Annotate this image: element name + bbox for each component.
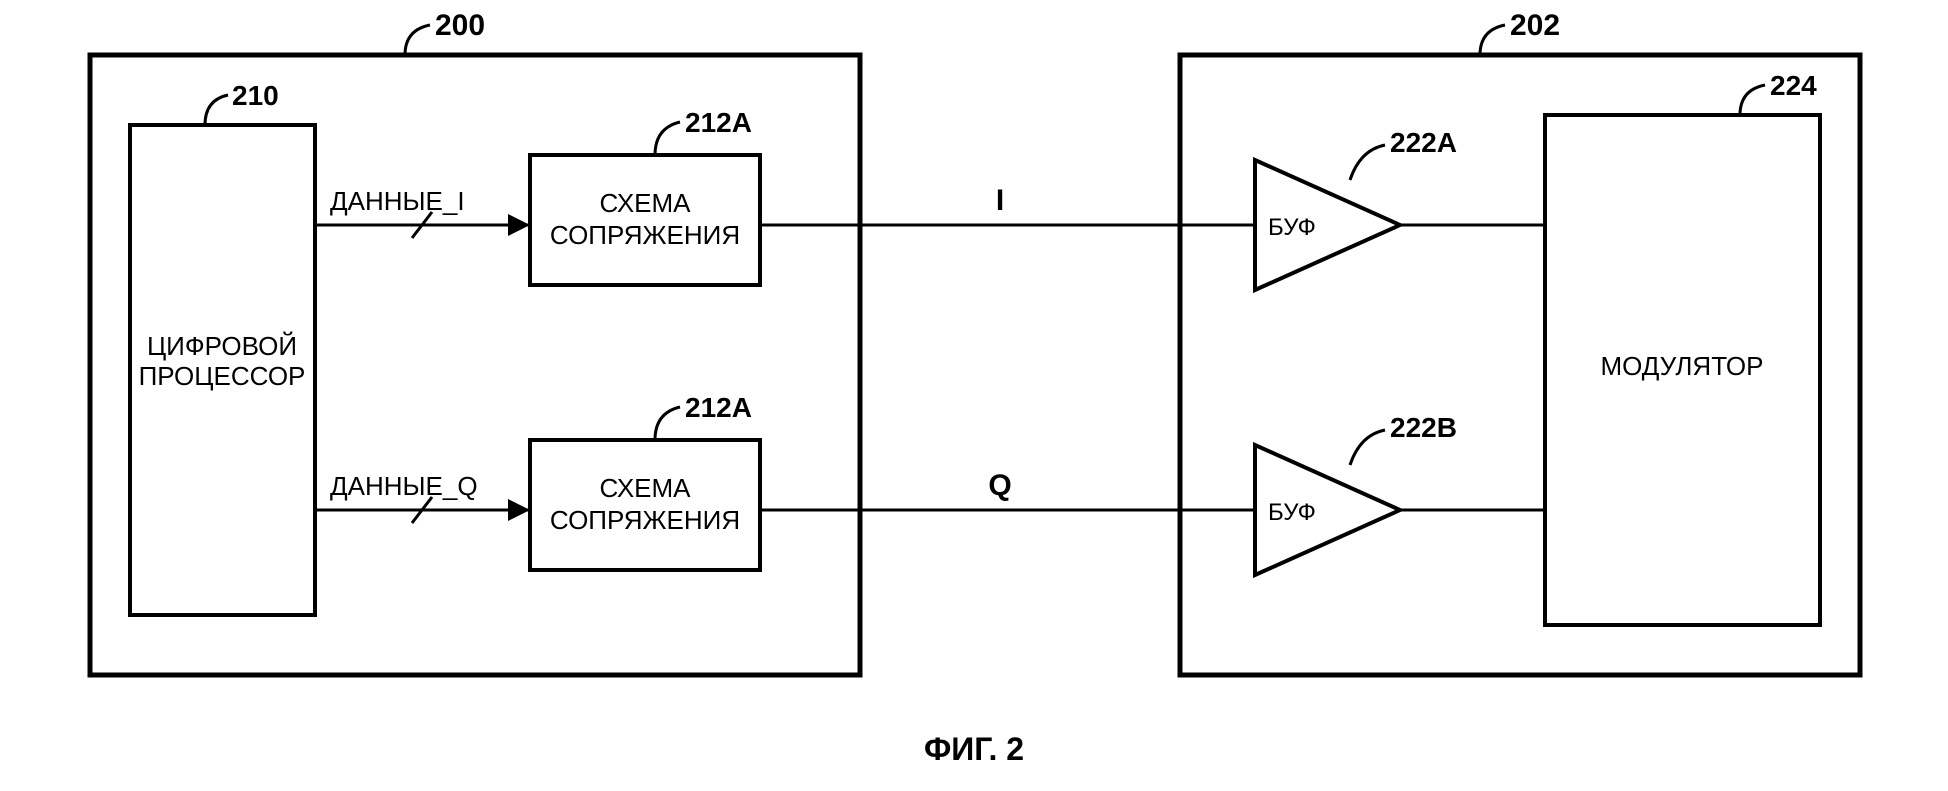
ref-222a-leader — [1350, 145, 1385, 180]
ref-212a-bot: 212A — [685, 392, 752, 423]
arrow-data-q — [508, 499, 530, 521]
interface-bot-label-1: СХЕМА — [600, 473, 692, 503]
ref-212a-top: 212A — [685, 107, 752, 138]
processor-label-2: ПРОЦЕССОР — [139, 361, 306, 391]
interface-top-label-2: СОПРЯЖЕНИЯ — [550, 220, 740, 250]
ref-210: 210 — [232, 80, 279, 111]
ref-224-leader — [1740, 85, 1765, 115]
ref-222a: 222A — [1390, 127, 1457, 158]
ref-210-leader — [205, 95, 228, 125]
right-group: 202 222A БУФ 222B БУФ 224 МОДУЛЯТОР — [1180, 9, 1860, 675]
signal-q-label: Q — [988, 469, 1011, 502]
block-diagram: 200 210 ЦИФРОВОЙ ПРОЦЕССОР 212A СХЕМА СО… — [0, 0, 1948, 791]
processor-label-1: ЦИФРОВОЙ — [147, 331, 297, 361]
interface-bot-label-2: СОПРЯЖЕНИЯ — [550, 505, 740, 535]
interface-top-label-1: СХЕМА — [600, 188, 692, 218]
ref-224: 224 — [1770, 70, 1817, 101]
ref-202: 202 — [1510, 9, 1560, 42]
ref-200-leader — [405, 25, 430, 55]
data-i-label: ДАННЫЕ_I — [330, 186, 465, 216]
ref-222b-leader — [1350, 430, 1385, 465]
arrow-data-i — [508, 214, 530, 236]
ref-222b: 222B — [1390, 412, 1457, 443]
left-group: 200 210 ЦИФРОВОЙ ПРОЦЕССОР 212A СХЕМА СО… — [90, 9, 860, 675]
ref-202-leader — [1480, 25, 1505, 55]
modulator-label: МОДУЛЯТОР — [1601, 351, 1764, 381]
buffer-bot-label: БУФ — [1268, 499, 1316, 526]
ref-212a-top-leader — [655, 122, 680, 155]
figure-caption: ФИГ. 2 — [924, 731, 1024, 767]
buffer-top-label: БУФ — [1268, 214, 1316, 241]
signal-i-label: I — [996, 184, 1004, 217]
ref-212a-bot-leader — [655, 407, 680, 440]
data-q-label: ДАННЫЕ_Q — [330, 471, 478, 501]
ref-200: 200 — [435, 9, 485, 42]
